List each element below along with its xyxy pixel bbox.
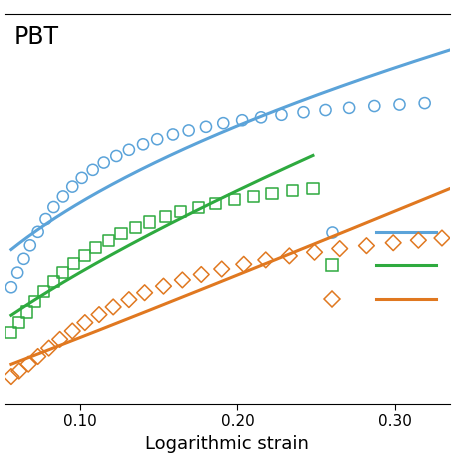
Point (289, 187, 296, 194)
Point (45, 344, 52, 352)
Point (346, 104, 353, 112)
Point (50, 278, 57, 285)
Point (146, 218, 153, 226)
Point (7, 284, 15, 291)
Point (179, 276, 186, 284)
Point (42, 215, 49, 223)
Point (262, 256, 269, 263)
Point (78, 174, 85, 181)
Point (185, 127, 192, 134)
Point (311, 249, 318, 256)
Point (34, 353, 41, 360)
Point (269, 190, 276, 197)
Point (141, 289, 148, 297)
Point (162, 213, 169, 220)
Point (195, 204, 202, 211)
Point (197, 271, 205, 278)
Point (169, 131, 177, 138)
Point (278, 111, 285, 118)
Point (257, 114, 265, 121)
Point (336, 245, 343, 252)
Point (34, 228, 41, 235)
Point (15, 319, 22, 326)
Point (250, 193, 257, 200)
Point (59, 269, 67, 276)
Point (70, 260, 78, 267)
Point (421, 100, 428, 107)
Point (140, 140, 147, 148)
Point (68, 327, 76, 335)
Point (100, 159, 107, 166)
Point (309, 185, 317, 192)
Point (59, 193, 67, 200)
Text: PBT: PBT (13, 25, 59, 50)
Point (240, 261, 247, 268)
Point (118, 230, 125, 237)
Point (131, 224, 139, 231)
Point (31, 298, 38, 306)
Point (112, 152, 120, 160)
Point (105, 236, 112, 244)
Point (7, 373, 15, 380)
Point (285, 252, 293, 259)
Point (370, 102, 378, 110)
Point (390, 239, 397, 246)
Point (219, 119, 227, 127)
Point (218, 265, 225, 273)
Point (202, 123, 210, 130)
Point (438, 235, 446, 242)
Point (239, 117, 246, 124)
Point (177, 208, 185, 215)
Point (125, 146, 133, 153)
Point (363, 242, 370, 249)
Point (322, 106, 329, 114)
Point (110, 303, 117, 311)
Point (396, 101, 403, 108)
Point (414, 236, 422, 244)
Point (92, 244, 100, 251)
Point (81, 252, 89, 259)
Point (95, 311, 103, 318)
Point (15, 368, 22, 375)
Point (212, 200, 219, 207)
Point (160, 282, 167, 290)
Point (81, 319, 89, 326)
X-axis label: Logarithmic strain: Logarithmic strain (145, 435, 309, 453)
Point (153, 135, 161, 143)
Point (125, 296, 133, 303)
Point (300, 108, 307, 116)
Point (50, 203, 57, 211)
Point (89, 166, 96, 174)
Point (20, 255, 27, 263)
Point (13, 269, 21, 276)
Point (26, 241, 34, 249)
Point (230, 196, 238, 203)
Point (68, 183, 76, 190)
Point (24, 360, 32, 368)
Point (56, 336, 63, 343)
Point (7, 329, 15, 336)
Point (23, 308, 30, 316)
Point (40, 288, 48, 295)
